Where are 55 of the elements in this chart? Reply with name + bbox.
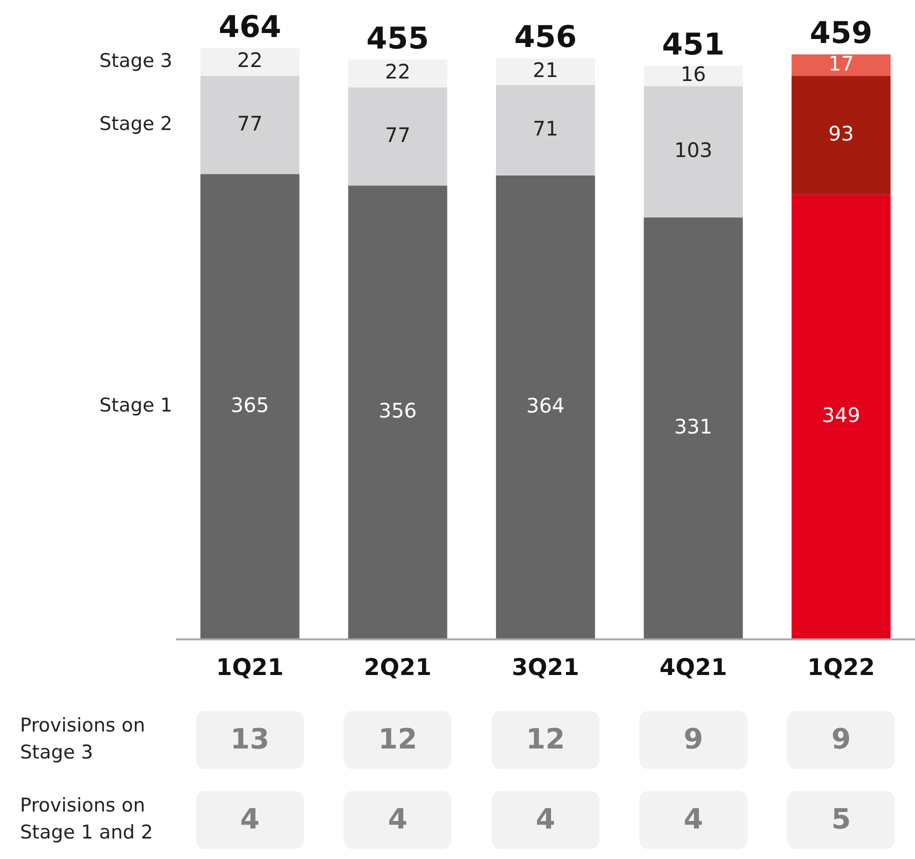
data-label: 349	[822, 403, 860, 428]
text: Provisions on Stage 3	[20, 714, 146, 764]
bar	[644, 66, 743, 86]
text: 4	[388, 802, 408, 836]
bar	[496, 58, 596, 85]
bar	[496, 175, 596, 640]
text: 12	[378, 722, 418, 756]
text: 5	[831, 802, 851, 836]
text: 9	[831, 722, 851, 756]
bar	[200, 76, 300, 174]
bar	[792, 76, 891, 195]
data-label: 365	[230, 392, 269, 417]
text: Provisions on Stage 1 and 2	[20, 794, 153, 844]
text: 9	[684, 722, 704, 756]
x-tick-label: 3Q21	[512, 655, 580, 682]
x-tick-label: 1Q22	[807, 655, 875, 682]
x-tick-label: 1Q21	[216, 655, 284, 682]
data-label: 356	[378, 398, 417, 423]
total-label: 455	[366, 21, 430, 56]
data-label: 22	[384, 60, 410, 84]
total-label: 456	[514, 20, 577, 55]
total-label: 464	[218, 10, 282, 45]
text: 12	[526, 722, 565, 756]
data-label: 21	[532, 58, 558, 82]
data-label: 77	[384, 122, 410, 147]
text: 4	[536, 802, 556, 836]
bar	[348, 88, 448, 186]
x-tick-label: 4Q21	[660, 655, 728, 682]
bar	[644, 86, 743, 218]
data-label: 22	[237, 48, 263, 72]
bar	[496, 84, 596, 176]
series-label: Stage 2	[99, 113, 172, 136]
text: 4	[684, 802, 704, 836]
series-label: Stage 3	[99, 50, 172, 72]
bar	[792, 54, 891, 76]
bar	[792, 194, 891, 640]
bar	[348, 59, 448, 88]
data-label: 17	[828, 51, 854, 76]
data-label: 77	[237, 111, 263, 136]
data-label: 93	[828, 122, 854, 146]
data-label: 16	[680, 62, 706, 86]
total-label: 451	[662, 28, 725, 63]
data-label: 103	[674, 138, 712, 162]
bar	[348, 186, 448, 640]
bar	[200, 174, 300, 640]
x-tick-label: 2Q21	[364, 655, 432, 682]
bar	[200, 48, 300, 76]
series-label: Stage 1	[99, 394, 172, 417]
data-label: 71	[532, 116, 558, 140]
text: 13	[230, 722, 270, 756]
total-label: 459	[810, 16, 872, 52]
data-label: 364	[526, 394, 565, 418]
bar	[644, 218, 743, 640]
data-label: 331	[674, 414, 712, 439]
text: 4	[240, 802, 260, 836]
